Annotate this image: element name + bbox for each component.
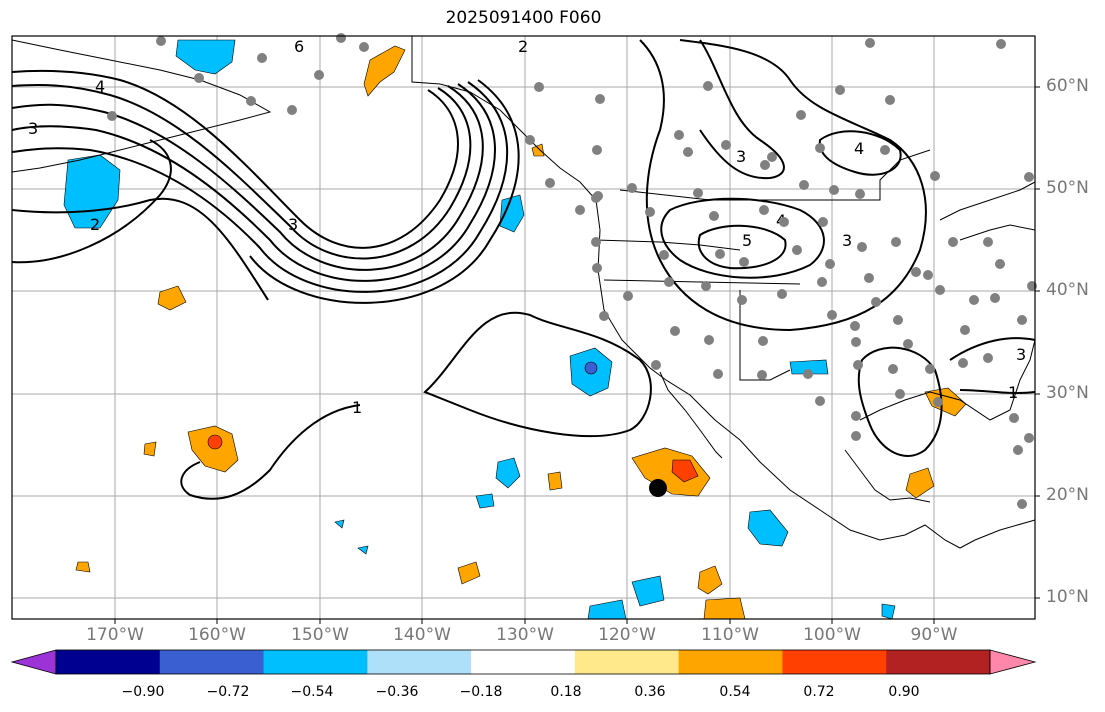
- colorbar-frame: [55, 649, 991, 675]
- negative-blob: [747, 509, 789, 547]
- colorbar-cell: [263, 650, 368, 674]
- colorbar-extend-high: [989, 649, 1037, 675]
- colorbar-cell: [159, 650, 265, 674]
- lat-label: 50°N: [1046, 178, 1089, 198]
- colorbar-tick-label: −0.90: [121, 684, 165, 700]
- negative-blob: [175, 39, 236, 75]
- shaded-anomalies: [63, 39, 967, 620]
- lat-label: 30°N: [1046, 383, 1089, 403]
- coastlines: [11, 36, 1036, 549]
- colorbar: [10, 649, 1037, 675]
- colorbar-extend-low: [10, 649, 57, 675]
- contour-label: 3: [1016, 345, 1026, 364]
- lon-label: 140°W: [393, 625, 451, 645]
- lon-label: 170°W: [86, 625, 144, 645]
- contour-label: 2: [518, 37, 528, 56]
- lon-label: 130°W: [496, 625, 554, 645]
- map-frame: [11, 35, 1036, 620]
- colorbar-cell: [678, 650, 783, 674]
- negative-blob: [475, 493, 495, 509]
- lon-label: 100°W: [803, 625, 861, 645]
- colorbar-cell: [471, 650, 576, 674]
- positive-core: [671, 459, 699, 483]
- negative-blob: [631, 575, 665, 607]
- colorbar-tick-label: 0.72: [803, 684, 835, 700]
- negative-blob: [495, 457, 521, 489]
- positive-blob: [703, 597, 746, 620]
- positive-blob: [143, 441, 157, 457]
- grid-lines: [12, 36, 1035, 619]
- positive-blob: [457, 561, 481, 585]
- colorbar-tick-label: −0.54: [290, 684, 334, 700]
- positive-blob: [363, 45, 406, 97]
- positive-blob: [631, 447, 711, 497]
- positive-blob: [531, 143, 545, 157]
- contour-label: 5: [742, 231, 752, 250]
- map-title: 2025091400 F060: [445, 8, 602, 28]
- negative-blob: [789, 359, 829, 375]
- positive-blob: [924, 387, 967, 417]
- negative-blob: [334, 519, 345, 529]
- contour-label: 2: [90, 215, 100, 234]
- contour-label: 4: [854, 139, 864, 158]
- lat-label: 20°N: [1046, 485, 1089, 505]
- colorbar-tick-label: −0.72: [206, 684, 250, 700]
- contour-label: 1: [352, 398, 362, 417]
- colorbar-tick-label: −0.18: [459, 684, 503, 700]
- positive-blob: [697, 565, 723, 595]
- negative-blob: [357, 545, 369, 555]
- positive-blob: [905, 467, 935, 499]
- lon-label: 160°W: [188, 625, 246, 645]
- colorbar-tick-label: 0.36: [634, 684, 666, 700]
- lat-ticks: [1035, 86, 1040, 599]
- colorbar-tick-label: 0.18: [550, 684, 582, 700]
- colorbar-cell: [574, 650, 680, 674]
- colorbar-tick-label: −0.36: [375, 684, 419, 700]
- lon-label: 110°W: [701, 625, 759, 645]
- positive-core: [207, 434, 223, 450]
- colorbar-cell: [367, 650, 472, 674]
- negative-core: [584, 361, 598, 375]
- contour-label: 3: [736, 147, 746, 166]
- map-area: [12, 36, 1035, 619]
- colorbar-tick-label: 0.54: [719, 684, 751, 700]
- lat-label: 60°N: [1046, 76, 1089, 96]
- colorbar-cell: [886, 650, 991, 674]
- lat-label: 40°N: [1046, 280, 1089, 300]
- contour-label: 3: [288, 215, 298, 234]
- lat-label: 10°N: [1046, 587, 1089, 607]
- colorbar-cell: [56, 650, 161, 674]
- contour-label: 1: [1008, 383, 1018, 402]
- positive-blob: [547, 471, 563, 491]
- lon-label: 150°W: [291, 625, 349, 645]
- positive-blob: [157, 285, 187, 311]
- lon-label: 120°W: [598, 625, 656, 645]
- lon-label: 90°W: [910, 625, 958, 645]
- lon-ticks: [114, 619, 935, 624]
- contour-label: 4: [95, 77, 105, 96]
- colorbar-tick-label: 0.90: [888, 684, 920, 700]
- contour-label: 3: [842, 231, 852, 250]
- contour-label: 6: [294, 37, 304, 56]
- position-marker: [649, 479, 667, 497]
- contour-label: 3: [28, 119, 38, 138]
- positive-blob: [75, 561, 91, 573]
- contours: [11, 39, 1036, 500]
- colorbar-cell: [782, 650, 887, 674]
